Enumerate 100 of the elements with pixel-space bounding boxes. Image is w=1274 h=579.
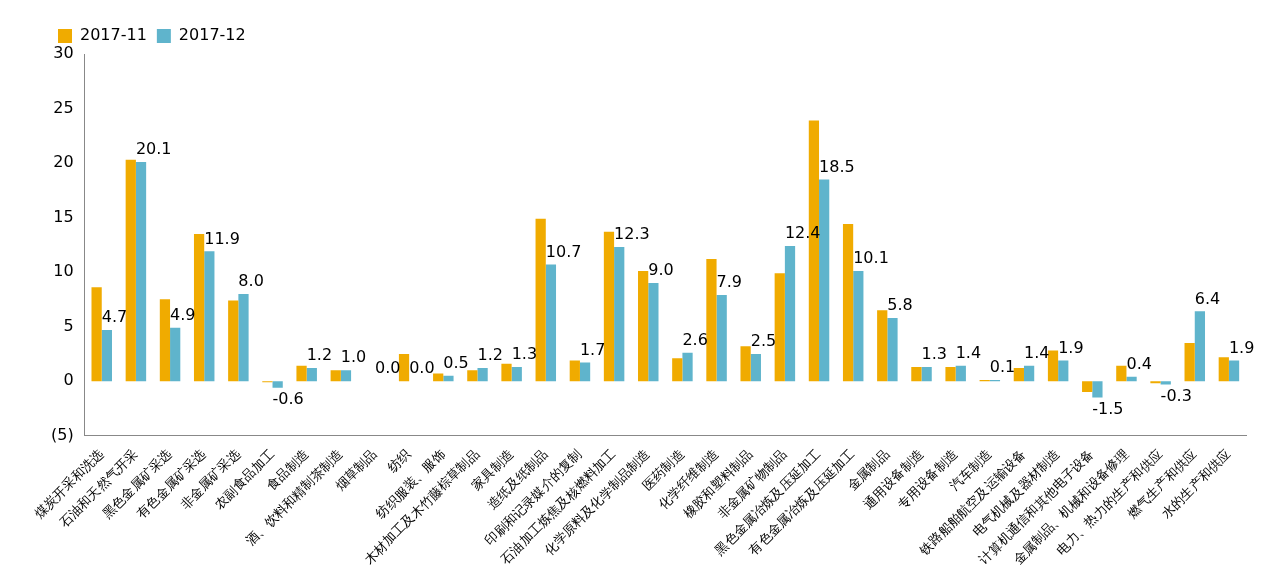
- bar: [672, 358, 683, 382]
- data-label: -1.5: [1092, 398, 1124, 418]
- bar: [433, 373, 444, 382]
- bar: [911, 366, 922, 382]
- data-label: 0.4: [1126, 353, 1152, 373]
- bar: [1058, 360, 1069, 382]
- bar: [204, 251, 215, 382]
- bar: [706, 259, 717, 382]
- data-label: 1.3: [921, 344, 947, 364]
- bar: [716, 294, 727, 382]
- data-label: 8.0: [238, 271, 264, 291]
- bar: [535, 218, 546, 382]
- data-label: 9.0: [648, 260, 674, 280]
- data-label: 1.9: [1228, 337, 1255, 357]
- data-label: 1.7: [579, 339, 606, 359]
- y-tick-label: 5: [63, 315, 74, 335]
- bar: [819, 179, 830, 382]
- bar: [614, 247, 625, 382]
- bar: [443, 375, 454, 382]
- bar: [545, 264, 557, 382]
- y-tick-label: 25: [53, 97, 74, 117]
- y-tick-label: 0: [63, 370, 74, 390]
- data-label: 11.9: [204, 228, 240, 248]
- data-label: 6.4: [1194, 288, 1221, 308]
- bar: [877, 310, 888, 382]
- data-label: 5.8: [887, 295, 913, 315]
- data-label: 1.4: [955, 343, 982, 363]
- data-label: 4.7: [101, 307, 128, 327]
- bar: [774, 273, 785, 382]
- bar: [330, 370, 341, 382]
- bar: [228, 300, 239, 382]
- bar: [1150, 381, 1161, 384]
- y-tick-label: 30: [53, 43, 74, 63]
- legend-label: 2017-12: [178, 25, 246, 45]
- data-label: 10.1: [853, 248, 889, 268]
- bar: [1013, 368, 1024, 382]
- data-label: 10.7: [545, 241, 582, 261]
- bar: [1126, 376, 1137, 382]
- data-label: 1.2: [477, 345, 503, 365]
- y-tick-label: 20: [53, 152, 74, 172]
- bar: [1082, 381, 1093, 393]
- bar: [170, 327, 181, 382]
- data-label: 0.5: [443, 352, 469, 372]
- bar: [842, 224, 854, 382]
- bar: [125, 159, 136, 382]
- data-label: 0.1: [989, 357, 1016, 377]
- data-label: 1.9: [1058, 337, 1084, 357]
- y-tick-label: 15: [53, 206, 74, 226]
- legend-label: 2017-11: [80, 25, 147, 45]
- data-label: 18.5: [819, 156, 855, 176]
- data-label: 1.2: [306, 345, 333, 365]
- bar: [1218, 357, 1229, 382]
- bar: [340, 370, 352, 382]
- bar: [159, 299, 171, 382]
- bar: [101, 329, 112, 382]
- bar: [1194, 311, 1206, 382]
- bar: [272, 381, 283, 388]
- data-label: 0.0: [409, 358, 435, 378]
- bar: [921, 366, 932, 382]
- bar: [467, 370, 478, 382]
- bar: [784, 245, 796, 382]
- bar: [91, 287, 102, 382]
- data-label: -0.6: [272, 388, 304, 408]
- bar: [648, 283, 659, 382]
- bar: [945, 366, 956, 382]
- bar: [1228, 360, 1240, 382]
- bar: [682, 352, 693, 382]
- data-label: -0.3: [1160, 385, 1192, 405]
- data-label: 2.5: [750, 331, 777, 351]
- bar: [238, 293, 249, 382]
- x-tick-label: 纺织: [384, 446, 414, 476]
- bar: [477, 368, 488, 382]
- bar: [740, 346, 751, 382]
- bar: [1023, 365, 1035, 382]
- bar: [1184, 342, 1195, 382]
- data-label: 12.3: [614, 224, 650, 244]
- bar: [887, 317, 898, 382]
- bar: [135, 161, 147, 382]
- bar: [1092, 381, 1103, 398]
- bar: [638, 271, 649, 382]
- bar: [955, 365, 966, 382]
- bar: [1047, 350, 1059, 382]
- bar: [511, 366, 522, 382]
- bar: [1116, 365, 1127, 382]
- bar: [750, 353, 761, 382]
- data-label: 20.1: [135, 139, 172, 159]
- data-label: 1.0: [340, 347, 367, 367]
- y-tick-label: 10: [53, 261, 74, 281]
- bar: [579, 362, 591, 382]
- bar: [398, 353, 410, 382]
- bar: [501, 363, 512, 382]
- bar: [296, 365, 307, 382]
- bar: [569, 360, 580, 382]
- bar: [193, 233, 205, 382]
- bar: [603, 231, 615, 382]
- bar: [306, 368, 317, 382]
- data-label: 1.4: [1023, 343, 1050, 363]
- bar: [853, 271, 864, 382]
- y-tick-label: (5): [50, 424, 74, 444]
- data-label: 1.3: [511, 344, 538, 364]
